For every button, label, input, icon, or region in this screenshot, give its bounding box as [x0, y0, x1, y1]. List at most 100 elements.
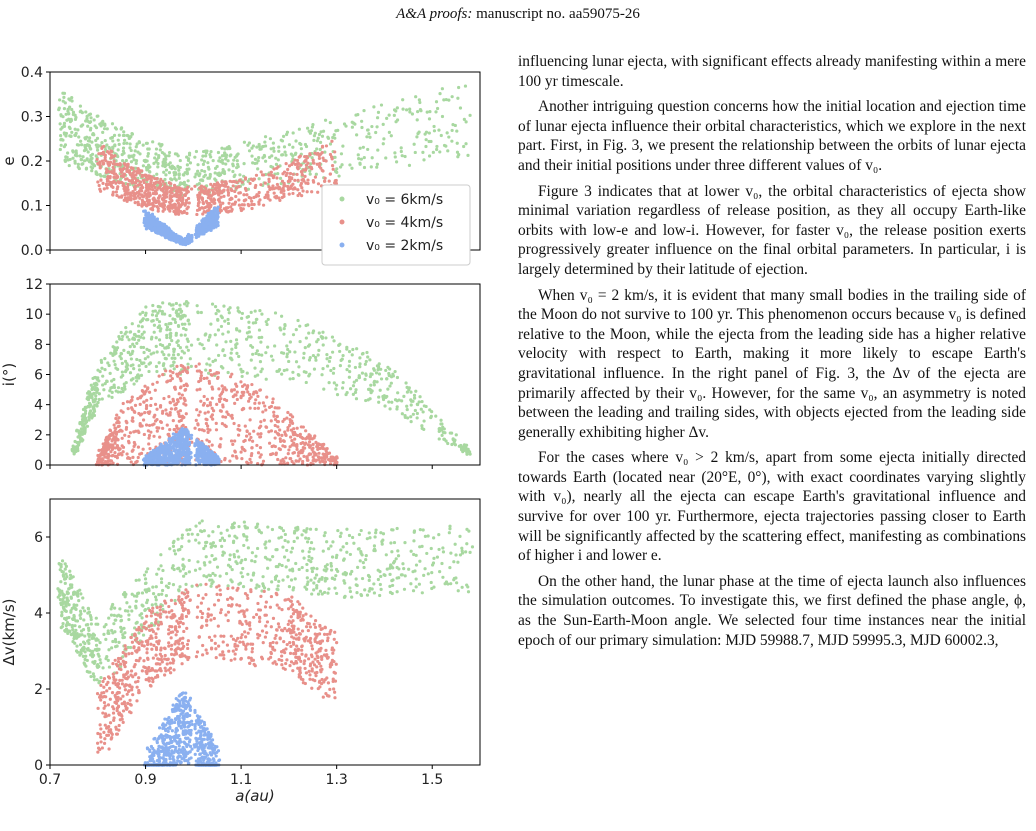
scatter-point — [158, 194, 162, 198]
scatter-point — [186, 301, 190, 305]
scatter-point — [92, 118, 96, 122]
scatter-point — [298, 339, 302, 344]
scatter-point — [238, 329, 242, 333]
scatter-point — [102, 161, 106, 166]
scatter-point — [155, 380, 159, 384]
scatter-point — [116, 367, 120, 371]
scatter-point — [424, 130, 429, 134]
scatter-point — [173, 320, 178, 324]
scatter-point — [171, 363, 175, 367]
scatter-point — [135, 357, 139, 362]
scatter-point — [223, 353, 227, 358]
scatter-point — [193, 184, 197, 188]
scatter-point — [231, 169, 235, 174]
scatter-point — [196, 204, 200, 208]
scatter-point — [324, 159, 328, 163]
scatter-point — [110, 454, 114, 458]
scatter-point — [109, 386, 113, 390]
scatter-point — [146, 355, 150, 359]
scatter-point — [290, 176, 294, 180]
scatter-point — [128, 431, 133, 435]
scatter-point — [299, 147, 303, 151]
scatter-point — [170, 194, 174, 199]
scatter-point — [235, 342, 239, 346]
scatter-point — [193, 426, 197, 430]
scatter-point — [101, 374, 105, 378]
scatter-point — [125, 169, 129, 173]
scatter-point — [117, 424, 121, 428]
scatter-point — [154, 180, 159, 184]
scatter-point — [73, 127, 77, 131]
scatter-point — [112, 383, 116, 387]
scatter-point — [233, 401, 237, 405]
scatter-point — [190, 187, 194, 191]
scatter-point — [138, 312, 142, 316]
scatter-point — [203, 333, 207, 337]
scatter-point — [293, 350, 297, 354]
scatter-point — [273, 423, 277, 428]
scatter-point — [413, 408, 417, 413]
scatter-point — [424, 138, 428, 142]
scatter-point — [272, 410, 276, 414]
scatter-point — [137, 368, 142, 372]
scatter-point — [102, 127, 107, 131]
scatter-point — [83, 405, 87, 410]
scatter-point — [79, 139, 83, 143]
scatter-point — [387, 400, 391, 404]
scatter-point — [212, 223, 217, 227]
scatter-point — [440, 433, 444, 437]
scatter-point — [304, 336, 308, 340]
scatter-point — [219, 160, 223, 164]
scatter-point — [128, 371, 133, 375]
scatter-point — [64, 112, 68, 116]
scatter-point — [171, 203, 175, 207]
scatter-point — [250, 382, 254, 387]
scatter-point — [111, 139, 115, 143]
scatter-point — [109, 184, 114, 188]
scatter-point — [399, 146, 403, 150]
scatter-point — [93, 124, 97, 128]
scatter-point — [237, 363, 241, 367]
scatter-point — [259, 170, 263, 174]
scatter-point — [272, 167, 276, 171]
scatter-point — [178, 386, 183, 390]
scatter-point — [315, 442, 320, 446]
ytick-label: 0.2 — [21, 154, 43, 170]
scatter-point — [95, 402, 99, 407]
scatter-point — [202, 429, 206, 433]
scatter-point — [403, 415, 407, 419]
scatter-point — [125, 400, 130, 404]
scatter-point — [324, 336, 328, 340]
scatter-point — [80, 414, 84, 418]
scatter-point — [340, 163, 344, 167]
scatter-point — [131, 363, 135, 367]
scatter-point — [231, 454, 235, 458]
scatter-point — [157, 324, 162, 328]
scatter-point — [348, 369, 352, 374]
scatter-point — [147, 225, 151, 230]
scatter-point — [148, 202, 152, 206]
scatter-point — [158, 329, 162, 333]
scatter-point — [141, 143, 145, 147]
scatter-point — [126, 197, 130, 201]
scatter-point — [233, 155, 237, 159]
scatter-point — [140, 204, 144, 208]
scatter-point — [180, 211, 184, 215]
scatter-point — [182, 383, 186, 388]
scatter-point — [384, 368, 388, 373]
scatter-point — [276, 165, 280, 169]
scatter-point — [258, 198, 262, 202]
scatter-point — [310, 156, 314, 160]
scatter-point — [177, 168, 181, 172]
scatter-point — [259, 420, 263, 424]
scatter-point — [178, 303, 182, 307]
scatter-point — [138, 152, 142, 156]
series-0-0 — [57, 84, 472, 198]
scatter-point — [213, 333, 217, 337]
series-1-1 — [94, 362, 339, 467]
scatter-point — [299, 163, 303, 167]
scatter-point — [144, 423, 149, 427]
scatter-point — [267, 430, 271, 434]
scatter-point — [219, 409, 223, 413]
scatter-point — [79, 124, 83, 128]
